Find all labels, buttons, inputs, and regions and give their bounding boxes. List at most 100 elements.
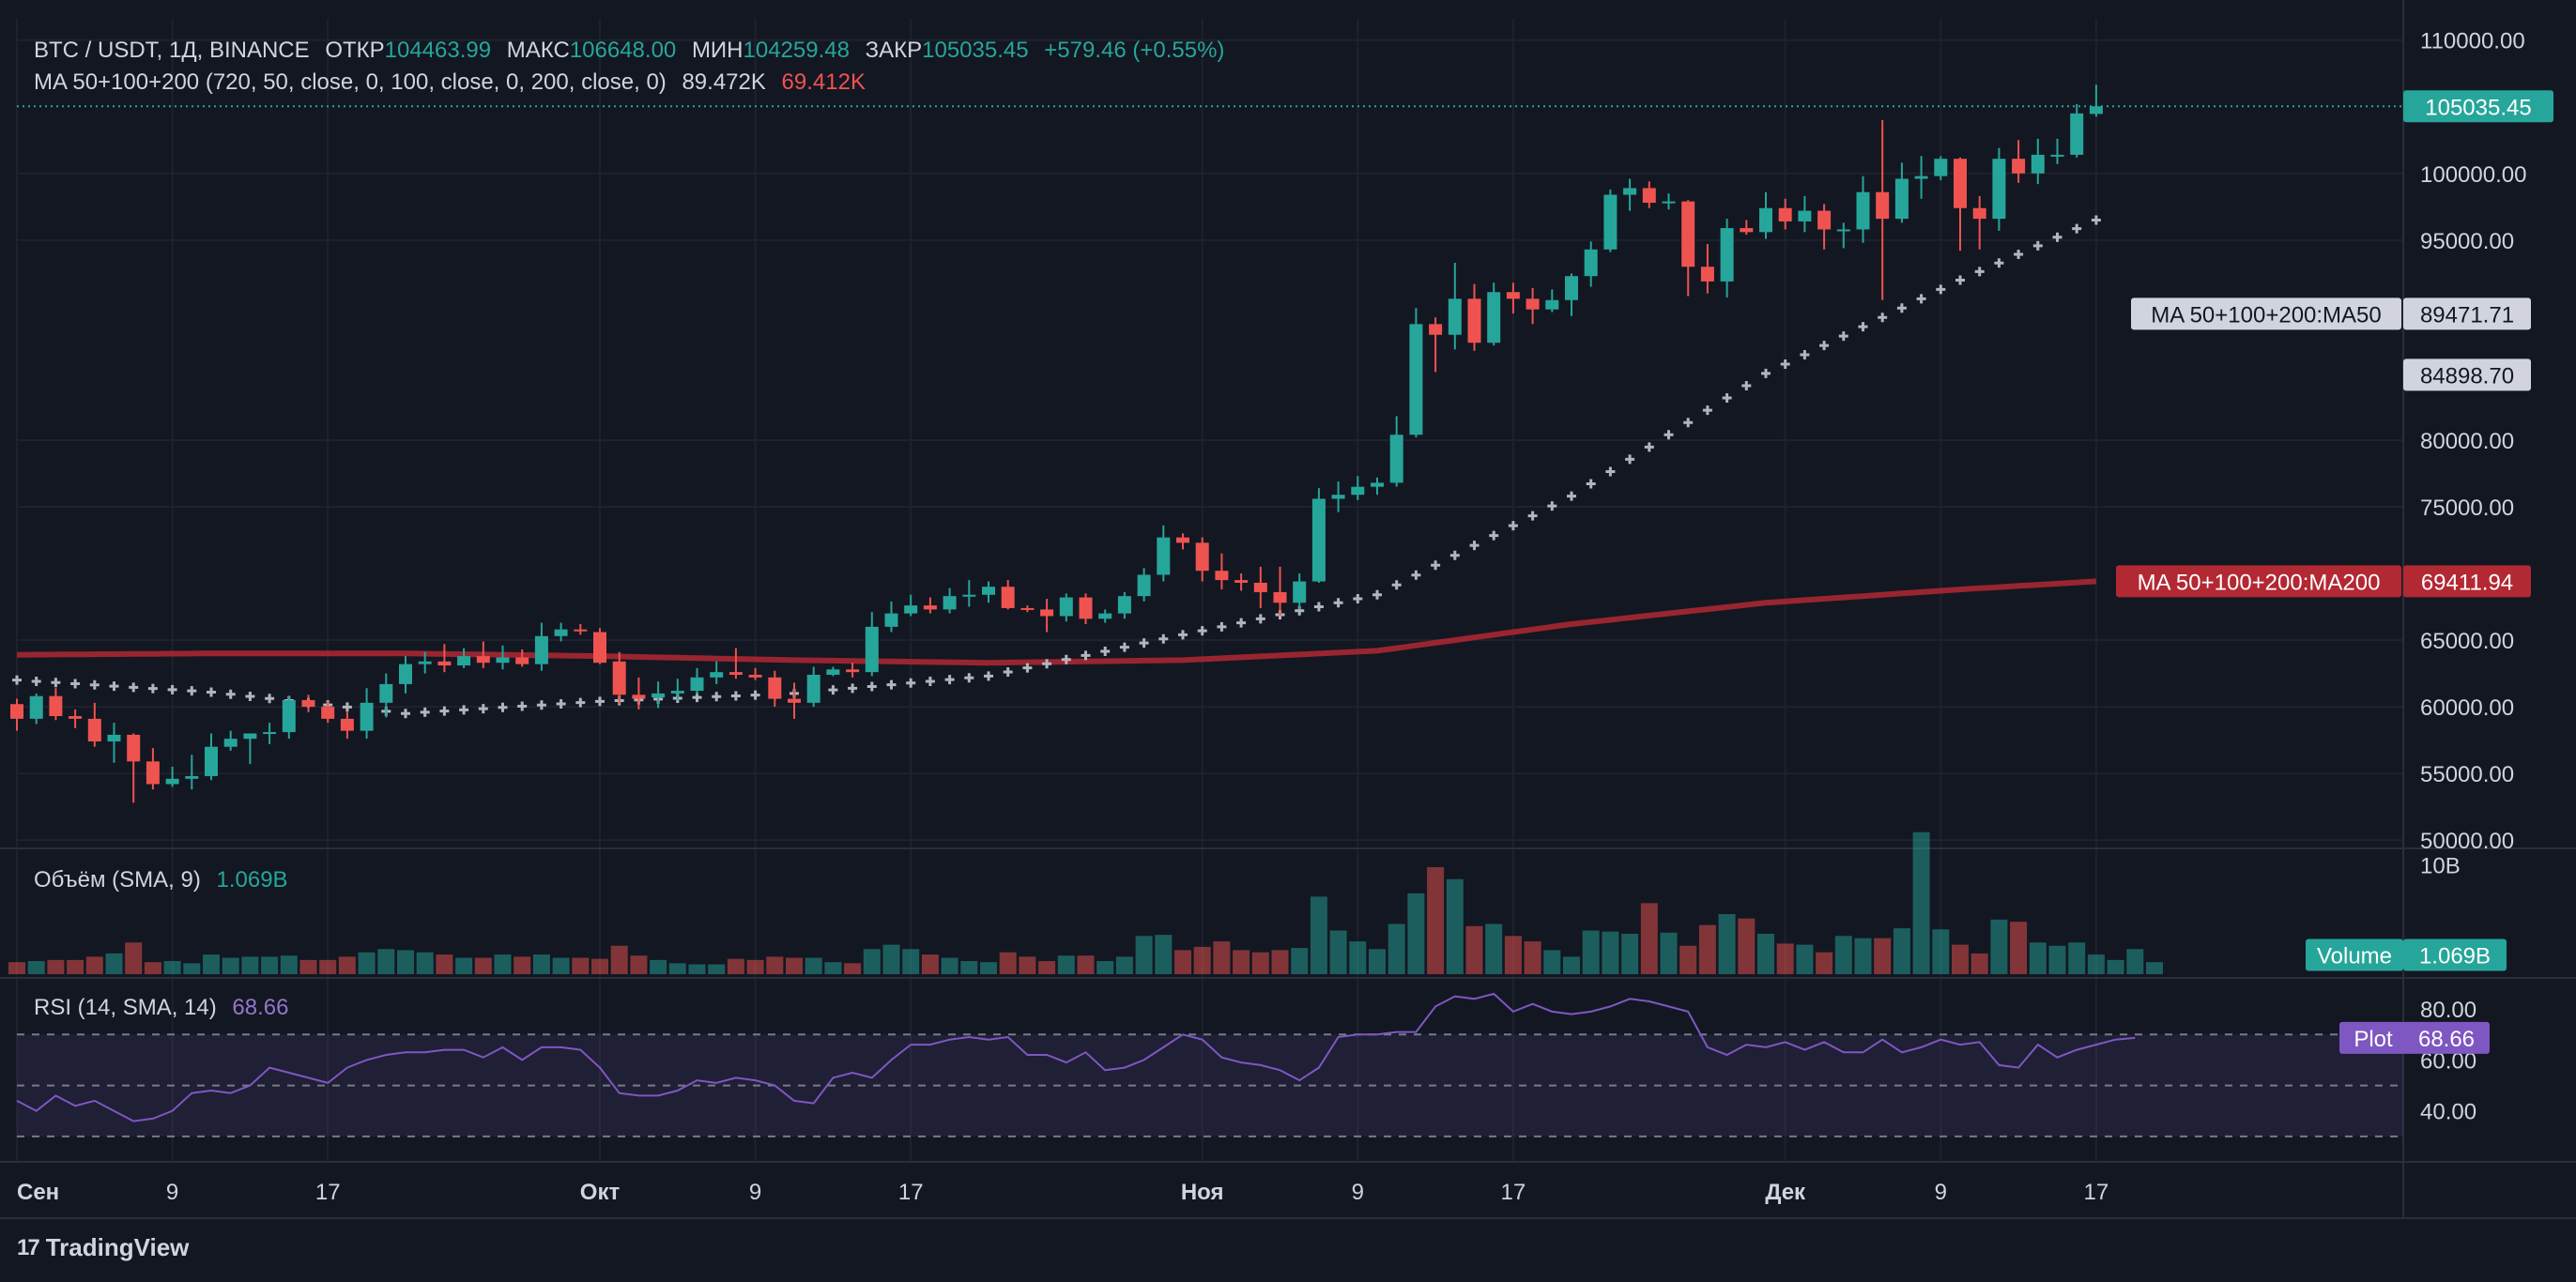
candle-body <box>982 587 995 595</box>
candle-body <box>904 605 918 614</box>
volume-bar <box>1796 944 1814 974</box>
candle-body <box>301 699 315 708</box>
ma50-cross <box>595 696 605 707</box>
candle-body <box>1876 191 1890 220</box>
x-tick-label: Сен <box>17 1180 59 1205</box>
candle-body <box>1273 591 1287 603</box>
ma50-cross <box>750 690 760 700</box>
candle-body <box>1817 210 1832 230</box>
rsi-value-label-box <box>2403 1021 2490 1054</box>
volume-value-label-text: 1.069B <box>2419 944 2491 969</box>
candle-body <box>846 669 860 673</box>
candle-body <box>1059 597 1073 617</box>
candle-body <box>1720 228 1734 282</box>
last-price-label-box <box>2403 90 2553 123</box>
candle-body <box>943 596 957 610</box>
volume-bar <box>1077 955 1095 974</box>
ma50-cross <box>1061 654 1071 664</box>
volume-bar <box>1640 903 1658 974</box>
ma50-cross <box>31 676 41 686</box>
ma50-cross <box>1411 570 1421 580</box>
price-tick-label: 55000.00 <box>2420 762 2514 787</box>
symbol-title[interactable]: BTC / USDT, 1Д, BINANCE <box>34 38 310 63</box>
volume-bar <box>572 957 590 974</box>
volume-bar <box>1057 955 1075 974</box>
volume-value-label-box <box>2403 939 2507 971</box>
volume-bar <box>1271 950 1289 974</box>
ma50-cross <box>1974 267 1985 277</box>
candle-body <box>1836 229 1850 232</box>
candle-body <box>884 613 898 627</box>
candle-body <box>476 656 490 664</box>
volume-bar <box>474 957 492 974</box>
volume-bar <box>2087 954 2105 974</box>
candle-body <box>962 594 976 597</box>
change-value: +579.46 (+0.55%) <box>1044 38 1225 63</box>
volume-bar <box>1369 949 1386 974</box>
volume-bar <box>727 958 744 974</box>
ma50-cross <box>265 694 275 704</box>
ma200-name-label-box <box>2116 565 2401 598</box>
volume-bar <box>1193 946 1211 974</box>
ma50-cross <box>886 679 897 690</box>
candle-body <box>806 674 820 703</box>
candle-body <box>1448 298 1462 335</box>
x-tick-label: 17 <box>2084 1180 2109 1205</box>
candle-body <box>1914 176 1928 179</box>
candle-body <box>1351 486 1365 496</box>
ma50-cross <box>12 675 22 685</box>
ma50-cross <box>498 702 508 712</box>
rsi-legend[interactable]: RSI (14, SMA, 14) 68.66 <box>34 995 292 1021</box>
grid-lines <box>16 19 2403 1162</box>
volume-bar <box>261 956 279 974</box>
candle-body <box>2012 159 2026 174</box>
candle-body <box>1311 498 1326 582</box>
volume-bar <box>85 956 103 974</box>
ma50-cross <box>1625 454 1635 465</box>
volume-bar <box>1019 956 1036 974</box>
volume-bar <box>1038 961 1056 974</box>
volume-bar <box>358 952 376 974</box>
ma50-cross <box>1780 359 1790 369</box>
volume-legend[interactable]: Объём (SMA, 9) 1.069B <box>34 867 292 893</box>
ma50-cross <box>1838 331 1848 342</box>
volume-bar <box>338 956 356 974</box>
rsi-name-label-box <box>2339 1021 2407 1054</box>
volume-name-label-text: Volume <box>2317 944 2392 969</box>
volume-bar <box>1174 950 1191 974</box>
ma50-cross <box>1022 663 1033 673</box>
volume-bar <box>377 949 395 974</box>
ma50-cross <box>1683 418 1694 428</box>
candle-body <box>1234 580 1249 583</box>
ma50-cross <box>1372 589 1382 600</box>
volume-bar <box>1251 952 1269 974</box>
volume-bar <box>1485 923 1503 974</box>
ma-legend-value-1: 89.472K <box>682 69 766 95</box>
volume-bar <box>1679 945 1697 974</box>
ma50-cross <box>167 684 177 694</box>
volume-bar <box>8 962 25 974</box>
volume-bar <box>1602 931 1619 974</box>
volume-bar <box>824 962 842 974</box>
volume-bar <box>2126 949 2144 974</box>
candle-body <box>399 664 412 684</box>
volume-bar <box>1874 938 1892 974</box>
volume-bar <box>1349 941 1367 974</box>
volume-bar <box>1816 952 1833 974</box>
volume-bar <box>1660 932 1678 974</box>
ma50-cross <box>2052 232 2062 242</box>
tradingview-brand[interactable]: 17 TradingView <box>17 1233 189 1262</box>
ma50-cross <box>1955 275 1965 285</box>
ma200-name-label-text: MA 50+100+200:MA200 <box>2138 570 2381 595</box>
ma50-cross <box>1100 646 1111 656</box>
ma50-cross <box>1081 650 1091 661</box>
candle-body <box>1642 188 1656 204</box>
volume-bar <box>999 952 1017 974</box>
ma-legend[interactable]: MA 50+100+200 (720, 50, close, 0, 100, c… <box>34 69 869 96</box>
volume-bar <box>183 963 201 974</box>
volume-bar <box>1291 948 1309 974</box>
volume-bar <box>882 944 900 974</box>
last-price-label-text: 105035.45 <box>2425 95 2531 120</box>
ma50-cross <box>89 679 100 690</box>
